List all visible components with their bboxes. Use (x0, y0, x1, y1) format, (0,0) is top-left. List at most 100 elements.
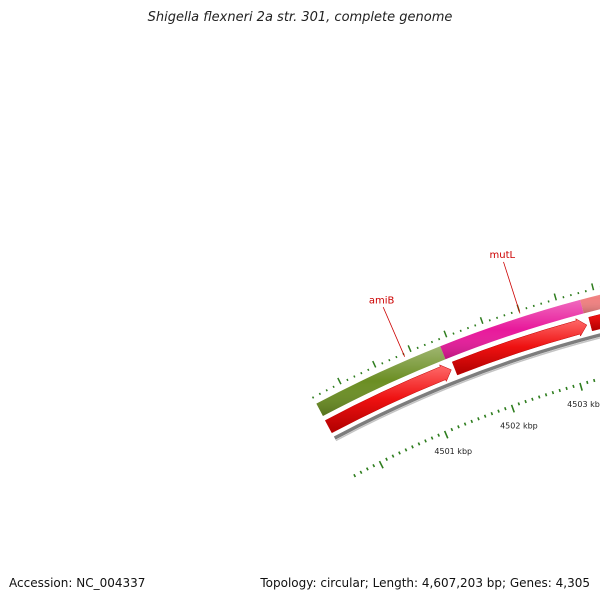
outer-tick (591, 283, 595, 291)
axis-tick (572, 384, 575, 389)
axis-tick (593, 378, 596, 383)
outer-tick (547, 300, 550, 303)
axis-tick (504, 406, 507, 411)
outer-tick (416, 346, 419, 350)
outer-tick (452, 332, 455, 335)
axis-tick (538, 395, 541, 399)
outer-tick (443, 330, 448, 338)
axis-tick (457, 425, 460, 429)
axis-tick (477, 417, 480, 421)
outer-tick (407, 345, 412, 353)
outer-tick (459, 329, 462, 332)
outer-tick (540, 302, 543, 305)
outer-tick (553, 293, 558, 301)
outer-tick (346, 378, 349, 382)
outer-tick (510, 311, 513, 315)
axis-tick (517, 402, 521, 406)
outer-tick (479, 316, 484, 325)
outer-tick (584, 290, 587, 293)
outer-tick (488, 319, 491, 322)
axis-tick (551, 390, 555, 395)
outer-tick (525, 306, 528, 310)
outer-tick (569, 293, 572, 297)
genome-backbone (333, 333, 600, 442)
axis-tick (391, 454, 395, 458)
axis-tick (524, 399, 527, 404)
outer-tick (503, 314, 506, 317)
axis-tick (430, 436, 434, 440)
axis-tick (398, 451, 401, 455)
axis-tick (579, 382, 583, 391)
map-title: Shigella flexneri 2a str. 301, complete … (147, 10, 453, 25)
outer-tick (353, 375, 356, 378)
axis-tick (359, 470, 363, 474)
axis-tick (470, 419, 474, 424)
axis-tick (404, 448, 408, 452)
outer-tick (474, 324, 477, 327)
outer-tick (423, 343, 426, 347)
outer-tick (337, 377, 342, 385)
axis-tick (558, 388, 561, 393)
axis-tick (586, 380, 589, 385)
outer-tick (577, 291, 580, 295)
cds-arrow[interactable] (324, 364, 452, 434)
axis-tick (565, 386, 568, 391)
axis-tick (372, 463, 376, 468)
axis-tick (417, 442, 421, 446)
outer-tick (311, 396, 315, 399)
outer-tick-track (311, 283, 600, 399)
axis-tick (437, 433, 440, 437)
outer-tick (562, 296, 565, 299)
axis-tick (497, 409, 500, 413)
outer-tick (381, 362, 384, 365)
outer-tick (438, 337, 441, 341)
accession-text: Accession: NC_004337 (9, 576, 146, 590)
axis-tick (510, 404, 515, 413)
outer-tick (466, 326, 470, 330)
axis-tick-label: 4502 kbp (500, 422, 538, 431)
axis-tick (544, 393, 548, 397)
outer-tick (372, 360, 377, 368)
gene-bar-shade (316, 346, 446, 417)
gene-leader-line (503, 261, 521, 314)
axis-tick (450, 427, 454, 432)
backbone-shadow (335, 337, 600, 442)
gene-label[interactable]: mutL (490, 250, 516, 261)
axis-tick (385, 457, 388, 461)
outer-tick (325, 389, 328, 392)
genome-summary: Topology: circular; Length: 4,607,203 bp… (260, 576, 590, 590)
outer-tick (360, 371, 363, 375)
gene-leader-line (382, 306, 406, 357)
gene-bar-shade (440, 299, 584, 360)
backbone-line (333, 333, 600, 440)
gene-label[interactable]: amiB (369, 295, 395, 306)
gene-bar-shade (580, 294, 600, 314)
outer-tick (388, 358, 391, 362)
outer-tick (496, 316, 499, 319)
outer-tick (367, 368, 370, 372)
outer-tick (332, 385, 335, 389)
axis-tick (365, 467, 369, 471)
axis-tick (424, 439, 427, 443)
axis-tick (531, 397, 534, 401)
axis-tick (490, 411, 494, 416)
outer-tick (430, 340, 434, 344)
outer-tick (318, 392, 322, 396)
axis-tick (411, 445, 414, 449)
cds-arrow[interactable] (451, 318, 588, 376)
axis-tick (443, 430, 449, 439)
cds-arrow-track (324, 301, 600, 434)
axis-tick-label: 4503 kbp (567, 400, 600, 409)
outer-tick (532, 304, 535, 308)
gene-track (316, 294, 600, 417)
axis-tick-label: 4501 kbp (434, 447, 472, 456)
outer-tick (395, 355, 398, 359)
axis-tick (463, 422, 467, 426)
axis-tick (378, 460, 384, 469)
axis-tick (353, 473, 357, 478)
gene-label-layer: amiBmutLmiaAhfqhflXhflKhflCyjeTpurA (369, 250, 521, 357)
axis-tick (483, 414, 487, 418)
cds-arrow[interactable] (588, 301, 600, 332)
